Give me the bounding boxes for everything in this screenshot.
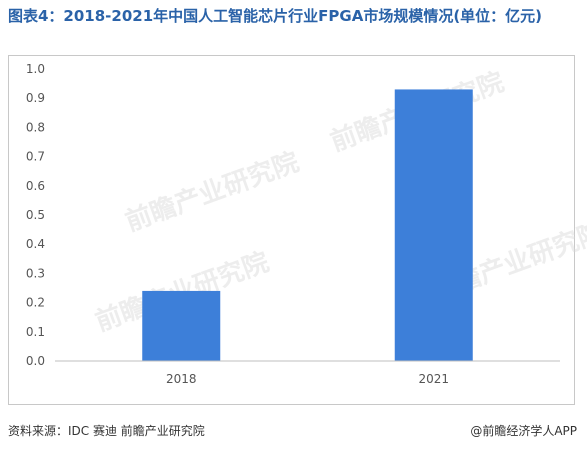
chart-title: 图表4：2018-2021年中国人工智能芯片行业FPGA市场规模情况(单位：亿元… [8,7,543,25]
x-tick-label: 2018 [166,372,197,386]
y-axis: 0.0 0.1 0.2 0.3 0.4 0.5 0.6 0.7 0.8 0.9 1.0 [26,62,45,368]
y-tick-label: 0.2 [26,296,45,310]
x-axis: 2018 2021 [55,360,560,386]
y-tick-label: 0.0 [26,354,45,368]
y-tick-label: 0.9 [26,91,45,105]
credit-note: @前瞻经济学人APP [470,424,577,438]
y-tick-label: 0.4 [26,237,45,251]
watermark-text: 前瞻产业研究院 [121,146,303,237]
source-note: 资料来源：IDC 赛迪 前瞻产业研究院 [8,424,205,438]
bars [142,89,473,361]
y-tick-label: 0.3 [26,266,45,280]
y-tick-label: 0.1 [26,325,45,339]
y-tick-label: 0.6 [26,179,45,193]
y-tick-label: 0.5 [26,208,45,222]
x-tick-label: 2021 [418,372,449,386]
y-tick-label: 0.8 [26,120,45,134]
chart-frame [8,55,575,405]
bar-2021 [394,89,473,361]
y-tick-label: 0.7 [26,150,45,164]
bar-2018 [142,290,221,361]
y-tick-label: 1.0 [26,62,45,76]
